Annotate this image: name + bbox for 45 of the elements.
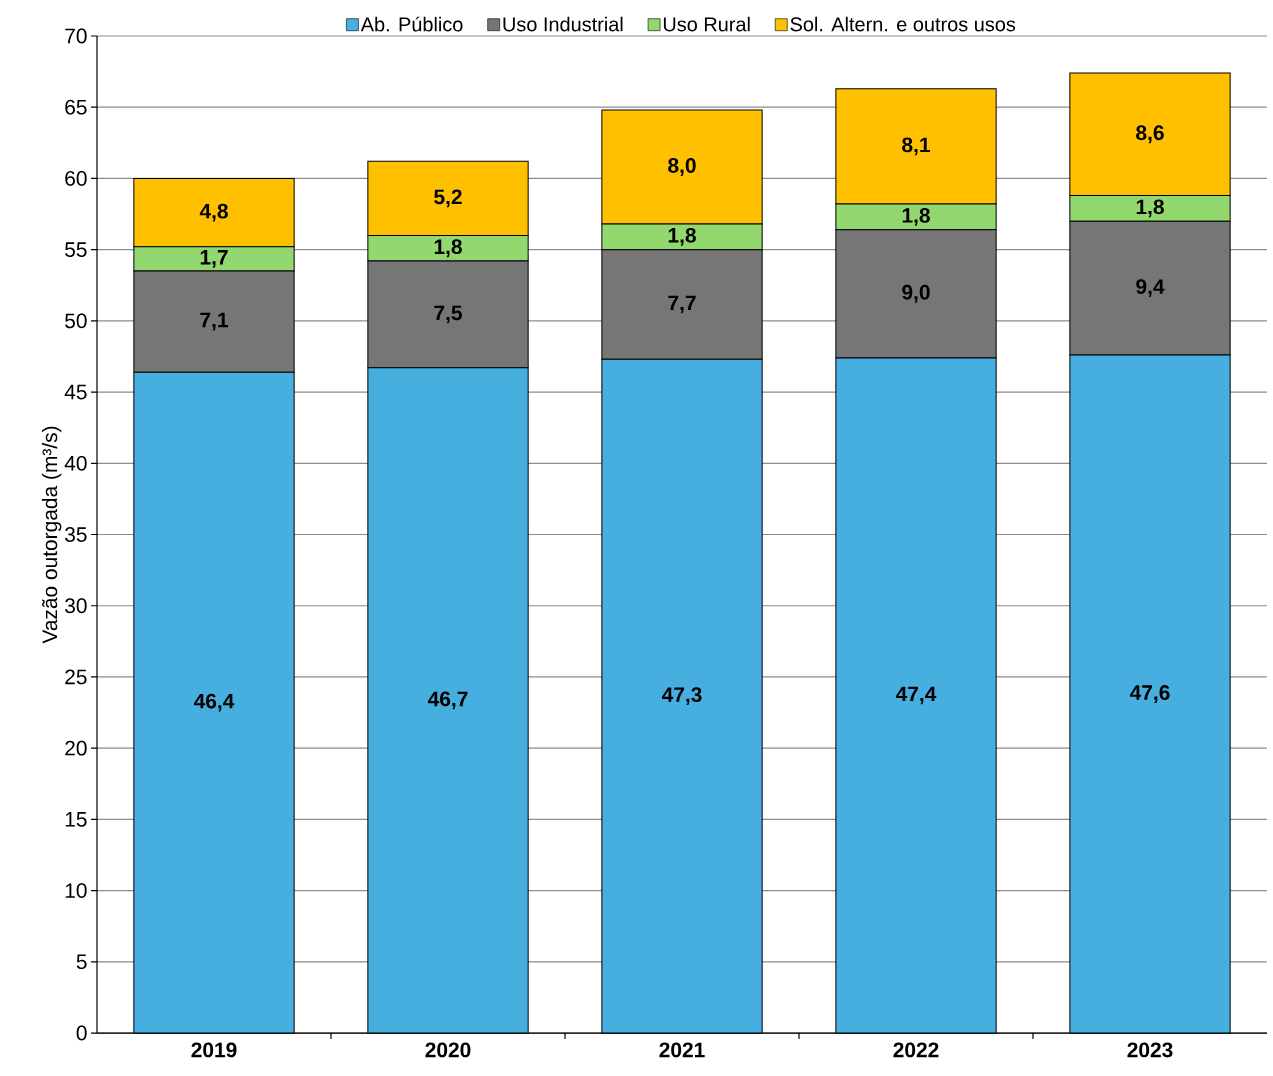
data-label: 1,8 xyxy=(668,227,696,246)
x-tick-label: 2022 xyxy=(893,1042,939,1058)
data-label: 46,4 xyxy=(193,693,235,712)
x-tick-label: 2019 xyxy=(191,1042,237,1058)
data-label: 47,4 xyxy=(895,686,937,705)
y-tick-label: 15 xyxy=(65,812,87,827)
legend-label: Uso Rural xyxy=(663,16,750,32)
data-label: 8,0 xyxy=(668,158,696,176)
data-label: 1,8 xyxy=(902,207,930,226)
y-tick-label: 40 xyxy=(64,455,87,471)
data-label: 4,8 xyxy=(199,203,228,222)
data-label: 9,0 xyxy=(902,284,930,303)
data-label: 1,8 xyxy=(1136,199,1164,218)
data-label: 5,2 xyxy=(434,189,462,208)
y-tick-label: 70 xyxy=(65,28,87,44)
data-label: 1,8 xyxy=(434,239,462,258)
data-label: 9,4 xyxy=(1136,279,1165,297)
x-tick-label: 2023 xyxy=(1127,1042,1173,1058)
legend-label: Sol. Altern. e outros usos xyxy=(790,16,1016,32)
data-label: 47,3 xyxy=(661,687,702,706)
y-tick-label: 60 xyxy=(65,171,87,186)
data-label: 46,7 xyxy=(427,691,468,710)
y-tick-label: 55 xyxy=(65,242,87,257)
y-tick-label: 65 xyxy=(65,99,87,115)
data-label: 1,7 xyxy=(200,250,228,268)
data-label: 7,7 xyxy=(668,295,696,314)
y-axis-title: Vazão outorgada (m³/s) xyxy=(41,426,62,644)
data-label: 7,5 xyxy=(434,305,462,324)
y-tick-label: 25 xyxy=(65,669,87,685)
data-label: 7,1 xyxy=(200,312,228,331)
y-tick-label: 50 xyxy=(65,313,87,329)
y-tick-label: 10 xyxy=(65,883,87,898)
y-tick-label: 5 xyxy=(76,954,87,970)
data-label: 47,6 xyxy=(1129,685,1170,703)
legend-label: Uso Industrial xyxy=(503,16,623,32)
legend-label: Ab. Público xyxy=(360,16,463,32)
y-tick-label: 45 xyxy=(64,384,87,400)
y-tick-label: 30 xyxy=(65,598,87,614)
data-label: 8,1 xyxy=(902,137,930,156)
data-label: 8,6 xyxy=(1136,125,1164,144)
x-tick-label: 2021 xyxy=(659,1042,705,1058)
y-tick-label: 20 xyxy=(65,740,87,756)
y-tick-label: 0 xyxy=(76,1025,87,1041)
y-tick-label: 35 xyxy=(65,527,87,542)
x-tick-label: 2020 xyxy=(425,1042,471,1058)
